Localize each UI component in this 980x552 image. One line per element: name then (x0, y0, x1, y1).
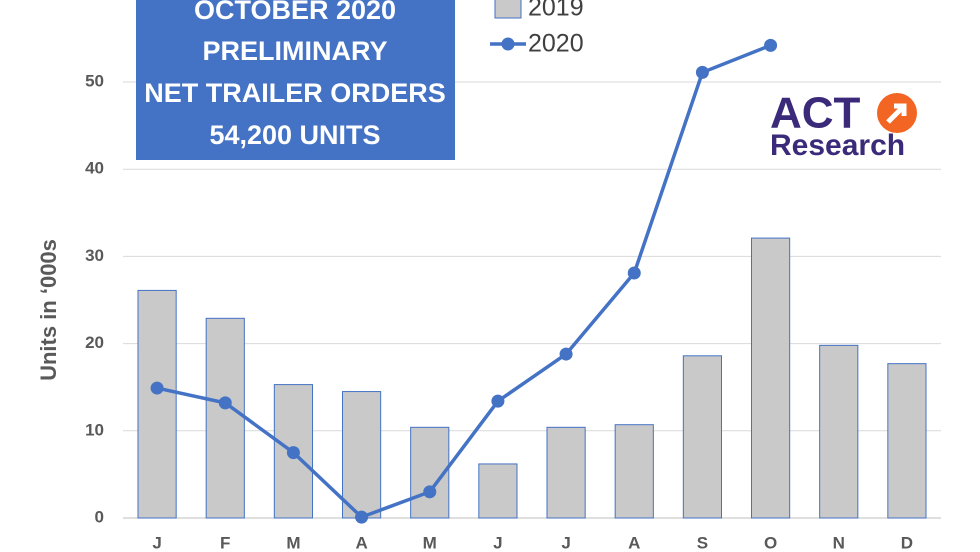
legend-marker (501, 37, 515, 51)
bar (750, 237, 791, 519)
x-tick-label: M (286, 533, 300, 552)
annotation-line: NET TRAILER ORDERS (144, 78, 446, 108)
annotation-line: OCTOBER 2020 (194, 0, 396, 25)
marker (423, 485, 437, 499)
marker (150, 381, 164, 395)
plot-area: 0 10 20 30 40 50 J F M A M J J A S O N D (85, 38, 941, 552)
bar (546, 426, 586, 519)
legend-label: 2019 (528, 0, 584, 22)
marker (286, 446, 300, 460)
marker (355, 510, 369, 524)
annotation-box (136, 0, 455, 160)
bar (614, 424, 654, 519)
legend-swatch (494, 0, 522, 19)
x-tick-label: J (561, 533, 570, 552)
marker (491, 394, 505, 408)
y-tick-label: 10 (85, 420, 104, 439)
marker (695, 65, 709, 79)
annotation-line: PRELIMINARY (202, 36, 387, 66)
line (156, 43, 772, 520)
x-tick-label: S (697, 533, 708, 552)
x-tick-label: A (355, 533, 367, 552)
bar (478, 463, 518, 519)
x-tick-label: J (493, 533, 502, 552)
bar (205, 317, 245, 519)
bar (682, 355, 723, 519)
logo-arrow (886, 103, 907, 124)
legend-label: 2020 (528, 30, 584, 58)
bar (887, 363, 927, 519)
y-tick-label: 20 (85, 333, 104, 352)
marker (764, 38, 778, 52)
bar (819, 344, 859, 519)
x-tick-label: D (901, 533, 913, 552)
bar (410, 426, 450, 519)
x-tick-label: N (833, 533, 845, 552)
x-tick-label: M (423, 533, 437, 552)
bar (341, 391, 382, 519)
x-tick-label: J (152, 533, 161, 552)
logo-text: ACT (770, 89, 861, 138)
y-tick-label: 50 (85, 71, 104, 90)
marker (559, 347, 573, 361)
y-tick-label: 30 (85, 246, 104, 265)
y-tick-label: 40 (85, 159, 104, 178)
x-tick-label: O (764, 533, 777, 552)
annotation-line: 54,200 UNITS (209, 120, 380, 150)
y-axis-label: Units in ‘000s (36, 239, 61, 381)
marker (218, 396, 232, 410)
logo-text: Research (770, 129, 905, 162)
bar (137, 289, 177, 519)
y-tick-label: 0 (95, 507, 104, 526)
x-tick-label: A (628, 533, 640, 552)
marker (627, 266, 641, 280)
x-tick-label: F (220, 533, 230, 552)
